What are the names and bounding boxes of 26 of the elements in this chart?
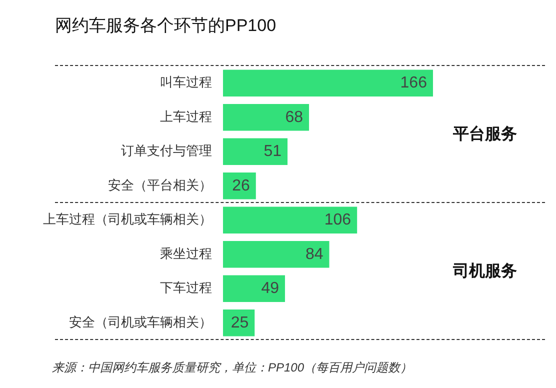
y-tick-label: 上车过程（司机或车辆相关）	[43, 212, 212, 227]
bar	[223, 70, 433, 96]
data-label: 25	[230, 314, 249, 332]
bar	[223, 138, 288, 165]
data-label: 84	[305, 246, 324, 263]
bar	[223, 275, 285, 302]
text: 平台服务	[452, 124, 517, 143]
y-tick-label: 叫车过程	[160, 74, 212, 90]
y-tick-label: 安全（司机或车辆相关）	[69, 314, 212, 330]
data-label: 166	[400, 74, 428, 92]
data-label: 49	[261, 280, 280, 298]
y-tick-label: 上车过程	[160, 108, 212, 124]
data-label: 106	[324, 212, 352, 229]
data-label: 51	[264, 143, 282, 160]
bar	[223, 206, 358, 234]
y-tick-label: 订单支付与管理	[121, 143, 212, 158]
y-tick-label: 下车过程	[160, 280, 212, 296]
y-tick-label: 安全（平台相关）	[108, 177, 212, 192]
data-label: 68	[285, 108, 304, 126]
source-note: 来源：中国网约车服务质量研究，单位：PP100（每百用户问题数）	[52, 360, 412, 374]
bar	[223, 241, 330, 268]
chart-title: 网约车服务各个环节的PP100	[55, 16, 276, 35]
bar	[223, 104, 310, 131]
y-tick-label: 乘坐过程	[160, 246, 212, 261]
text: 司机服务	[452, 262, 517, 280]
data-label: 26	[232, 177, 250, 194]
